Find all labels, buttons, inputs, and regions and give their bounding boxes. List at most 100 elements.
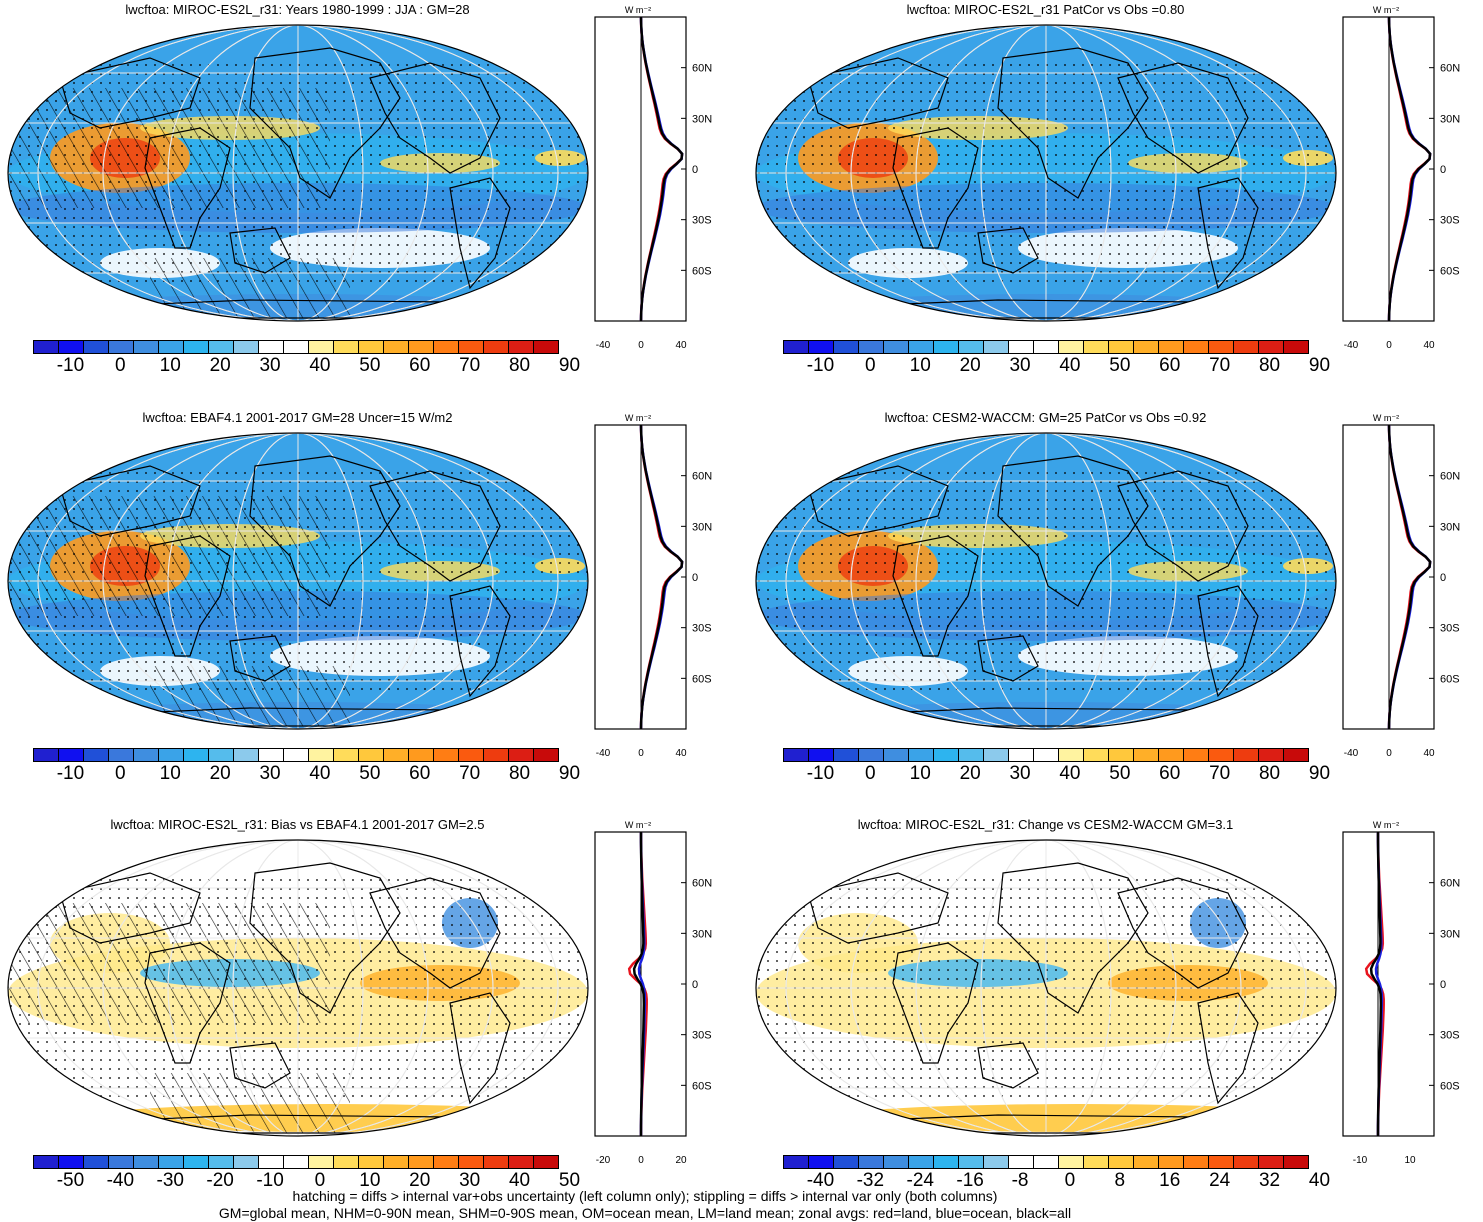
colorbar-tick-label: 50: [1109, 355, 1130, 377]
colorbar-swatch: [308, 341, 333, 353]
colorbar-swatch: [1008, 341, 1033, 353]
zonal-lat-label: 60N: [1440, 63, 1460, 75]
colorbar-tick-label: 60: [1159, 763, 1180, 785]
colorbar-swatch: [333, 341, 358, 353]
colorbar-swatch: [258, 1156, 283, 1168]
colorbar-tick-label: 10: [910, 355, 931, 377]
colorbar-swatch: [483, 749, 508, 761]
zonal-x-tick-label: 40: [1423, 340, 1435, 350]
colorbar-swatch: [108, 749, 133, 761]
zonal-lat-label: 60N: [692, 878, 712, 890]
zonal-lat-label: 30S: [692, 1030, 712, 1042]
colorbar-tick-label: 80: [509, 763, 530, 785]
colorbar-swatch: [808, 749, 833, 761]
zonal-lat-label: 30N: [692, 521, 712, 533]
zonal-lat-label: 30N: [1440, 928, 1460, 940]
colorbar-swatch: [433, 1156, 458, 1168]
colorbar-swatch: [308, 749, 333, 761]
colorbar-tick-label: 80: [1259, 763, 1280, 785]
colorbar-swatch: [908, 749, 933, 761]
colorbar-tick-label: 0: [865, 763, 876, 785]
map-title: lwcftoa: MIROC-ES2L_r31: Bias vs EBAF4.1…: [0, 817, 595, 832]
colorbar-tick-label: -10: [807, 355, 834, 377]
colorbar-tick-label: 40: [309, 763, 330, 785]
colorbar-swatch: [933, 341, 958, 353]
colorbar-swatch: [383, 749, 408, 761]
colorbar-swatch: [1258, 749, 1283, 761]
colorbar-swatch: [533, 341, 558, 353]
colorbar-swatch: [833, 1156, 858, 1168]
colorbar-swatch: [483, 1156, 508, 1168]
colorbar-tick-label: 20: [210, 763, 231, 785]
colorbar-tick-label: 50: [1109, 763, 1130, 785]
zonal-lat-label: 30S: [692, 623, 712, 635]
panel-change-vs-cesm2: lwcftoa: MIROC-ES2L_r31: Change vs CESM2…: [748, 815, 1338, 1195]
colorbar-swatch: [1208, 749, 1233, 761]
zonal-lat-label: 60S: [692, 265, 712, 277]
colorbar-swatch: [858, 1156, 883, 1168]
colorbar-tick-label: 0: [865, 355, 876, 377]
zonal-x-tick-label: -40: [1344, 340, 1359, 350]
colorbar-swatch: [1133, 341, 1158, 353]
zonal-mean-line: [1389, 17, 1430, 321]
colorbar-swatch: [83, 1156, 108, 1168]
colorbar-swatch: [533, 1156, 558, 1168]
colorbar-swatch: [908, 341, 933, 353]
colorbar-swatch: [1133, 1156, 1158, 1168]
panel-cesm2-waccm: lwcftoa: CESM2-WACCM: GM=25 PatCor vs Ob…: [748, 408, 1338, 788]
colorbar-swatch: [983, 749, 1008, 761]
colorbar-swatch: [1158, 341, 1183, 353]
colorbar-swatch: [883, 749, 908, 761]
robinson-map: [0, 833, 590, 1143]
colorbar-swatch: [883, 1156, 908, 1168]
colorbar-swatch: [808, 1156, 833, 1168]
zonal-x-tick-label: 40: [1423, 748, 1435, 758]
colorbar-swatch: [1158, 1156, 1183, 1168]
colorbar-swatch: [108, 341, 133, 353]
zonal-lat-label: 60N: [692, 63, 712, 75]
zonal-mean-line: [641, 17, 682, 321]
colorbar-swatch: [358, 749, 383, 761]
colorbar-swatch: [508, 341, 533, 353]
zonal-lat-label: 0: [1440, 572, 1446, 584]
colorbar-tick-label: 10: [160, 355, 181, 377]
colorbar-tick-label: 30: [1009, 763, 1030, 785]
colorbar-tick-label: 70: [1209, 355, 1230, 377]
robinson-map: [748, 426, 1338, 736]
colorbar-swatch: [1258, 1156, 1283, 1168]
colorbar-swatch: [383, 1156, 408, 1168]
zonal-x-tick-label: 20: [675, 1155, 687, 1165]
colorbar-swatch: [34, 749, 58, 761]
colorbar-swatch: [83, 749, 108, 761]
colorbar-swatch: [784, 1156, 808, 1168]
zonal-lat-label: 60S: [1440, 265, 1460, 277]
colorbar: [33, 1155, 559, 1169]
colorbar-swatch: [458, 749, 483, 761]
colorbar-swatch: [108, 1156, 133, 1168]
zonal-units: W m⁻²: [1373, 5, 1399, 15]
zonal-lat-label: 30S: [1440, 623, 1460, 635]
map-title: lwcftoa: MIROC-ES2L_r31 PatCor vs Obs =0…: [748, 2, 1343, 17]
zonal-units: W m⁻²: [625, 820, 651, 830]
colorbar-swatch: [933, 749, 958, 761]
colorbar-swatch: [433, 341, 458, 353]
colorbar-swatch: [58, 749, 83, 761]
zonal-x-tick-label: -40: [596, 748, 611, 758]
colorbar-swatch: [983, 1156, 1008, 1168]
zonal-lat-label: 30N: [1440, 113, 1460, 125]
colorbar-swatch: [133, 341, 158, 353]
colorbar-swatch: [358, 341, 383, 353]
zonal-lat-label: 60S: [692, 1080, 712, 1092]
colorbar-swatch: [308, 1156, 333, 1168]
colorbar-tick-label: -10: [807, 763, 834, 785]
panel-bias-vs-ebaf: lwcftoa: MIROC-ES2L_r31: Bias vs EBAF4.1…: [0, 815, 590, 1195]
colorbar-swatch: [508, 749, 533, 761]
colorbar-swatch: [784, 749, 808, 761]
colorbar-swatch: [1033, 341, 1058, 353]
zonal-x-tick-label: -20: [596, 1155, 611, 1165]
zonal-x-tick-label: -40: [1344, 748, 1359, 758]
colorbar-tick-label: 10: [160, 763, 181, 785]
colorbar-swatch: [283, 341, 308, 353]
colorbar-swatch: [858, 749, 883, 761]
